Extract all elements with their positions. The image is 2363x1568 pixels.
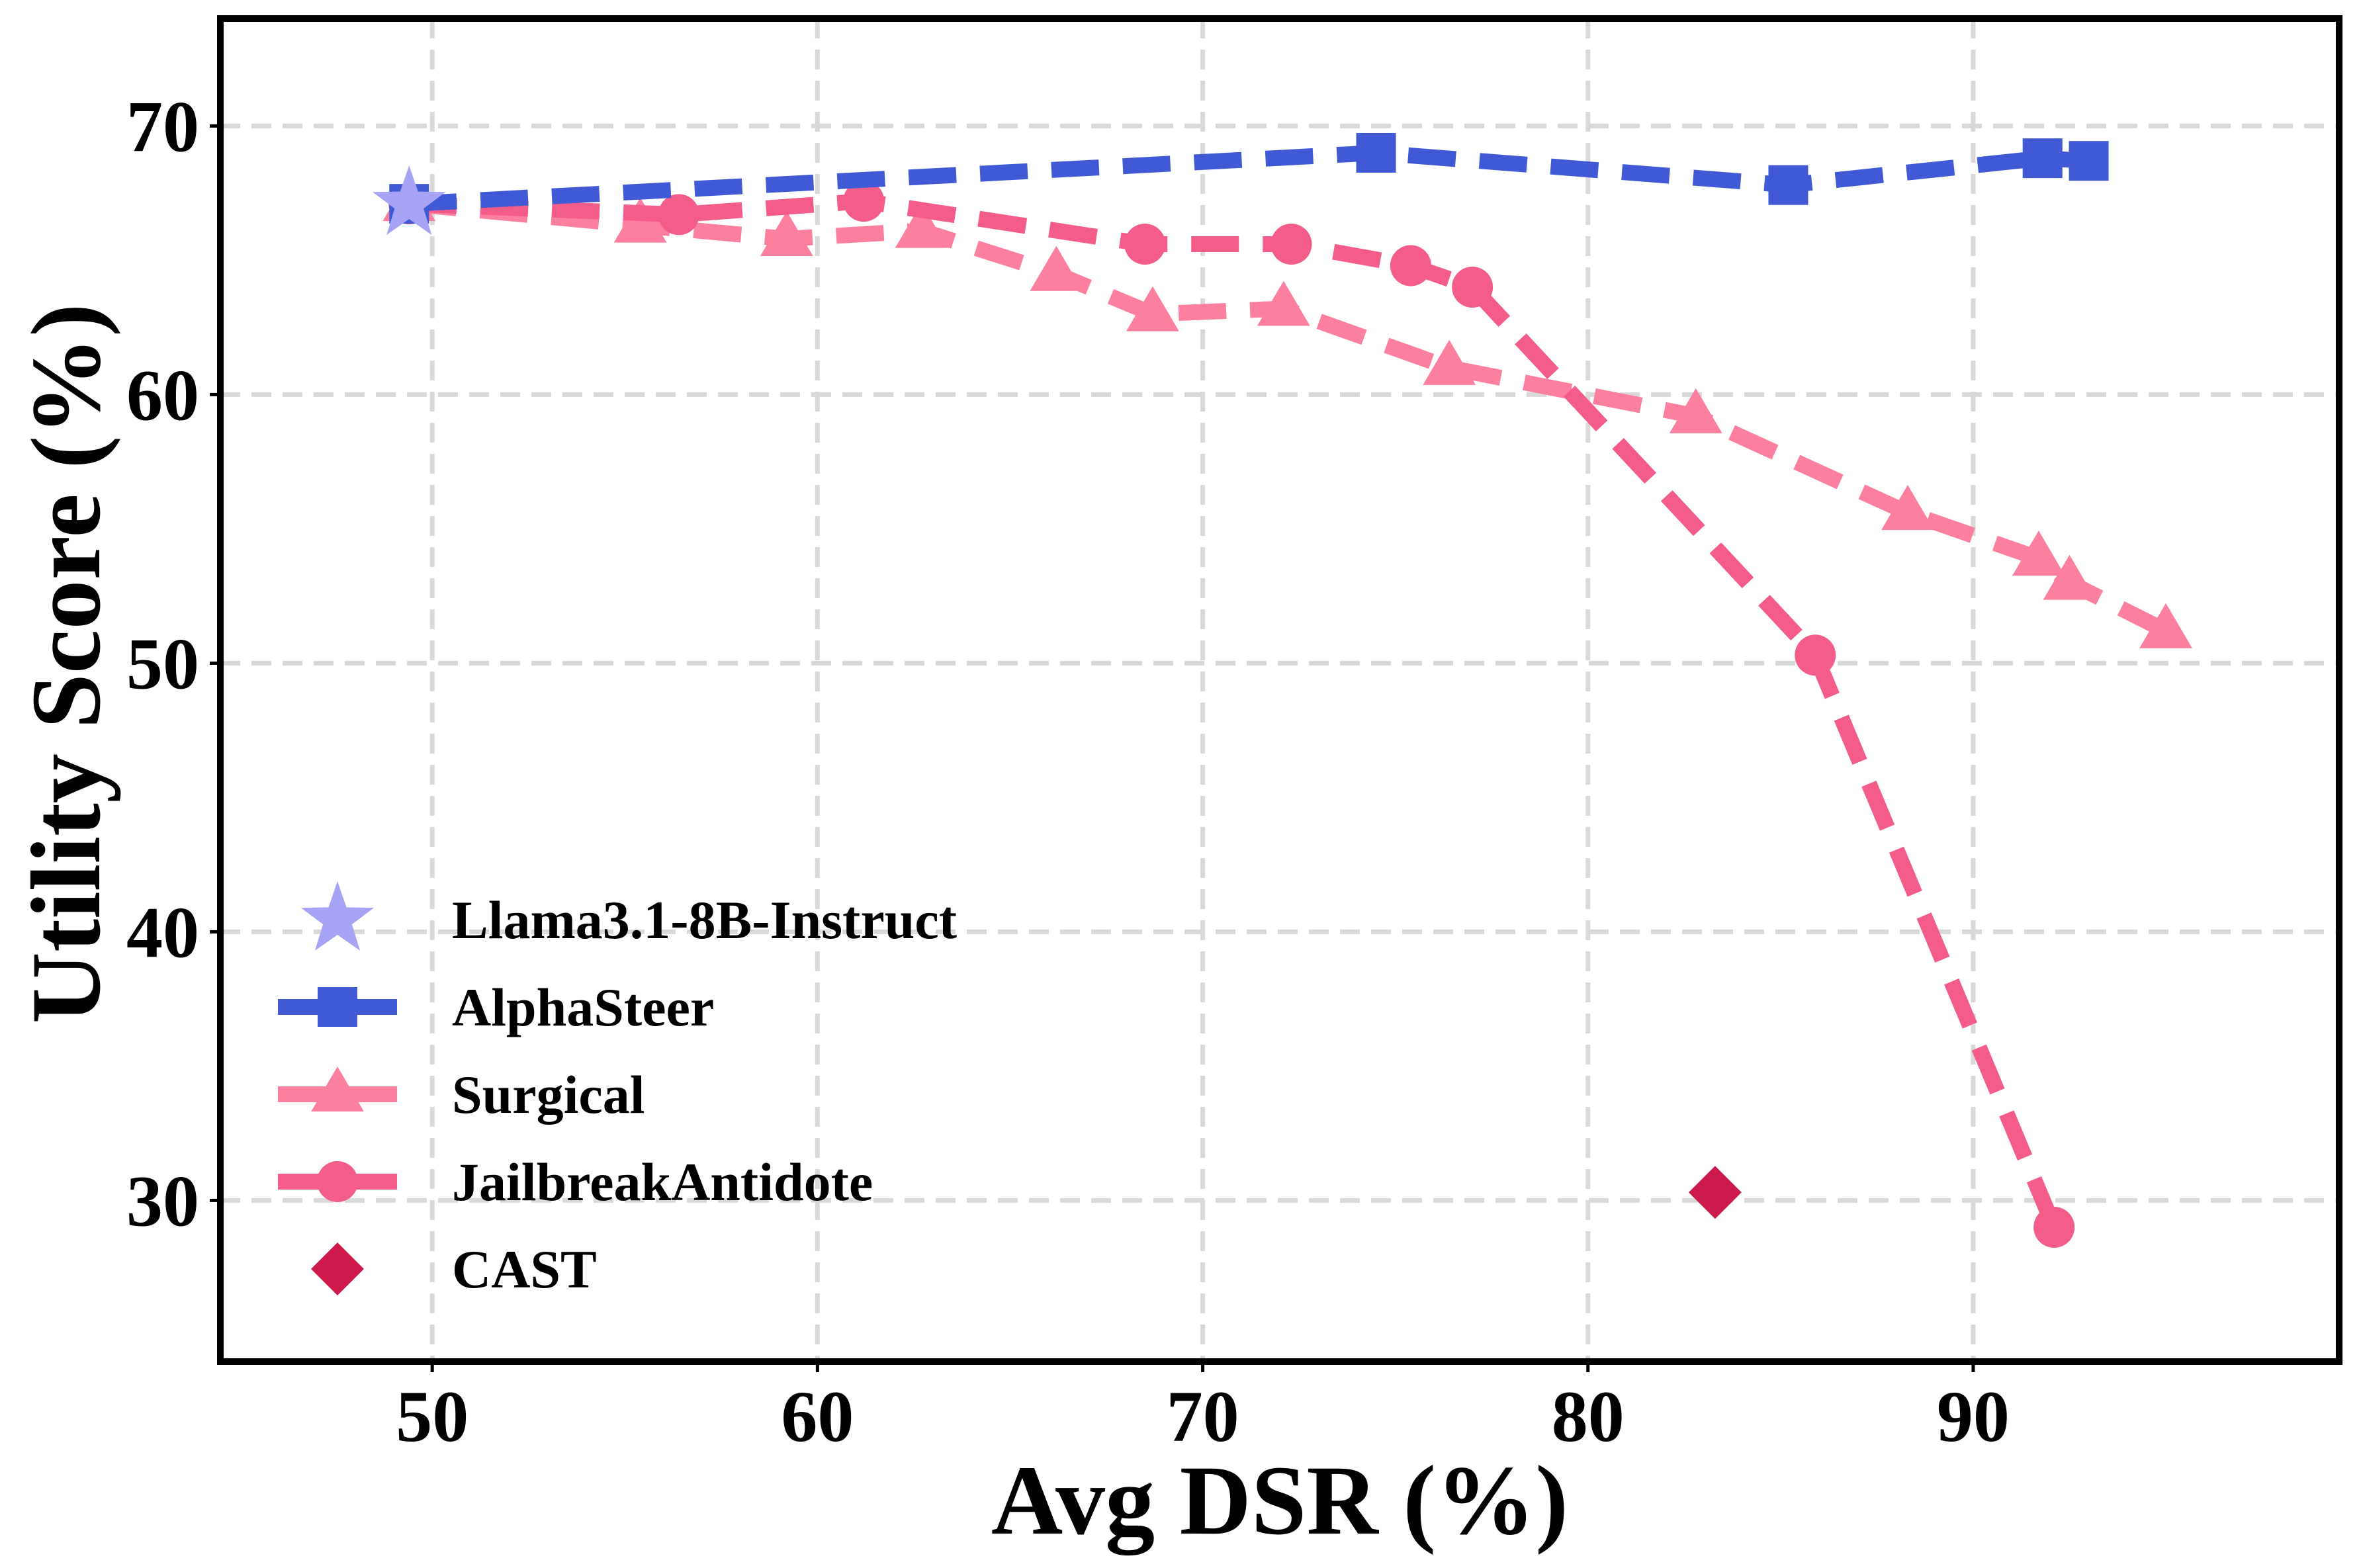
x-tick-label: 60 (781, 1376, 854, 1457)
data-point-surgical (1030, 245, 1083, 291)
legend-marker-jailbreakantidote (317, 1161, 358, 1202)
grid (220, 19, 2339, 1362)
plot-frame (217, 15, 2342, 1365)
data-point-surgical (1669, 388, 1722, 433)
series-surgical (382, 176, 2192, 648)
legend-label: AlphaSteer (452, 977, 714, 1037)
series-llama3-1-8b-instruct (373, 165, 446, 236)
legend-label: JailbreakAntidote (452, 1152, 873, 1212)
data-point-surgical (895, 202, 948, 248)
data-point-alphasteer (1356, 133, 1396, 173)
data-point-jailbreakantidote (658, 194, 699, 236)
x-axis-title: Avg DSR (%) (991, 1446, 1568, 1555)
data-point-llama3-1-8b-instruct (373, 165, 446, 236)
x-tick-label: 70 (1167, 1376, 1239, 1457)
y-axis-title: Utility Score (%) (11, 304, 121, 1024)
data-point-surgical (2139, 603, 2192, 648)
legend-item-jailbreakantidote: JailbreakAntidote (278, 1152, 873, 1212)
data-point-surgical (2043, 554, 2096, 600)
legend: Llama3.1-8B-Instruct AlphaSteer Surgical Ja… (278, 881, 957, 1299)
x-tick-label: 80 (1552, 1376, 1625, 1457)
legend-label: Surgical (452, 1065, 645, 1125)
legend-item-alphasteer: AlphaSteer (278, 977, 714, 1037)
data-point-surgical (1257, 281, 1310, 326)
data-point-jailbreakantidote (843, 181, 885, 222)
data-point-jailbreakantidote (1452, 267, 1494, 308)
legend-item-surgical: Surgical (278, 1065, 645, 1125)
legend-marker-llama3-1-8b-instruct (300, 881, 375, 951)
series-line-surgical (408, 196, 2170, 638)
y-tick-label: 70 (126, 86, 199, 167)
y-tick-label: 50 (126, 623, 199, 704)
series-cast (1688, 1166, 1742, 1219)
data-point-jailbreakantidote (1124, 224, 1166, 265)
series-line-jailbreakantidote (408, 193, 2062, 1231)
y-tick-label: 40 (126, 892, 199, 973)
data-point-cast (1688, 1166, 1742, 1219)
legend-marker-alphasteer (318, 987, 357, 1027)
legend-marker-surgical (311, 1067, 364, 1112)
series-layer (373, 133, 2192, 1248)
y-tick-label: 30 (126, 1160, 199, 1241)
data-point-jailbreakantidote (1390, 245, 1431, 286)
data-point-surgical (1126, 286, 1179, 331)
legend-item-llama3-1-8b-instruct: Llama3.1-8B-Instruct (300, 881, 957, 951)
legend-marker-cast (311, 1242, 364, 1295)
x-tick-label: 50 (396, 1376, 468, 1457)
y-tick-label: 60 (126, 355, 199, 435)
series-line-alphasteer (408, 145, 2090, 212)
legend-item-cast: CAST (311, 1239, 597, 1299)
data-point-alphasteer (2069, 141, 2109, 181)
x-tick-label: 90 (1937, 1376, 2010, 1457)
data-point-surgical (760, 210, 813, 256)
data-point-jailbreakantidote (2033, 1207, 2075, 1248)
legend-label: Llama3.1-8B-Instruct (452, 890, 957, 950)
data-point-surgical (1423, 339, 1476, 385)
data-point-jailbreakantidote (1271, 224, 1312, 265)
data-point-surgical (1881, 485, 1934, 531)
legend-label: CAST (452, 1239, 597, 1299)
ticks-layer: 50 60 70 80 90 30 40 50 60 70 (126, 86, 2010, 1457)
data-point-surgical (2012, 531, 2065, 576)
data-point-alphasteer (1768, 165, 1808, 205)
data-point-jailbreakantidote (1795, 634, 1836, 676)
data-point-alphasteer (2022, 138, 2063, 179)
